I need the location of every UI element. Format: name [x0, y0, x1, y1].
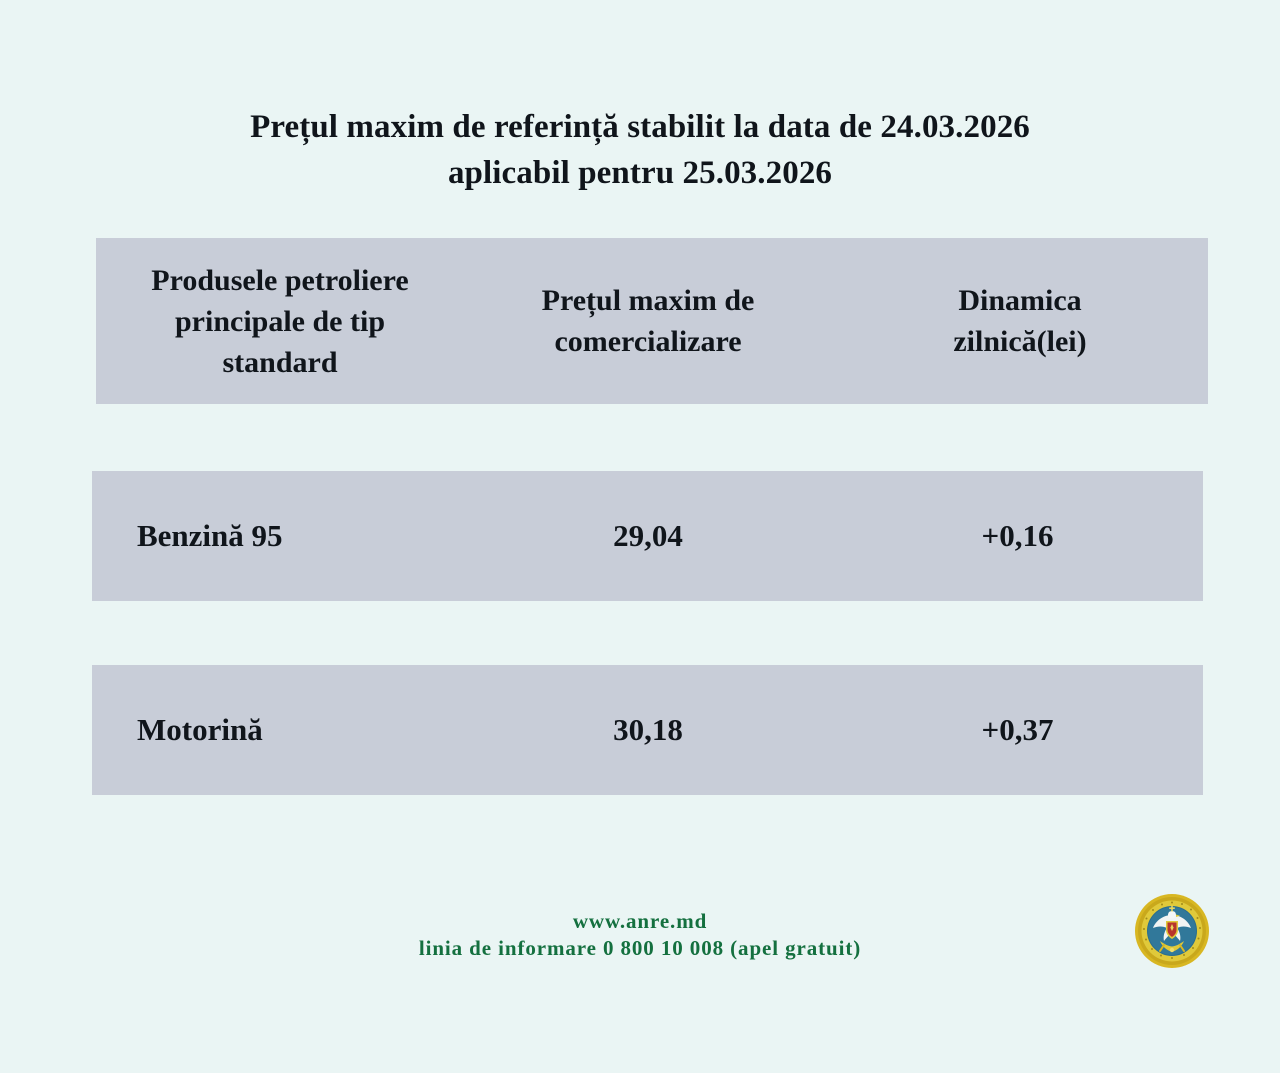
cell-price: 29,04 — [613, 518, 683, 553]
column-header-product-line-1: Produsele petroliere — [151, 263, 409, 297]
cell-dynamic: +0,16 — [981, 518, 1054, 553]
anre-emblem-icon — [1134, 893, 1210, 969]
cell-price: 30,18 — [613, 712, 683, 747]
table-row: Benzină 95 29,04 +0,16 — [92, 471, 1203, 601]
page-title: Prețul maxim de referință stabilit la da… — [0, 104, 1280, 196]
column-header-price: Prețul maxim de comercializare — [464, 280, 832, 362]
table-row: Motorină 30,18 +0,37 — [92, 665, 1203, 795]
column-header-dynamic-line-1: Dinamica — [958, 284, 1082, 317]
footer-infoline: linia de informare 0 800 10 008 (apel gr… — [418, 936, 862, 960]
cell-product: Benzină 95 — [137, 518, 283, 553]
table-header-row: Produsele petroliere principale de tip s… — [96, 238, 1208, 404]
cell-dynamic: +0,37 — [981, 712, 1054, 747]
column-header-price-line-1: Prețul maxim de — [541, 284, 755, 317]
column-header-product: Produsele petroliere principale de tip s… — [96, 260, 464, 383]
footer-website[interactable]: www.anre.md — [572, 909, 708, 933]
column-header-dynamic-line-2: zilnică(lei) — [953, 325, 1087, 358]
title-line-1: Prețul maxim de referință stabilit la da… — [250, 109, 1030, 145]
column-header-dynamic: Dinamica zilnică(lei) — [832, 280, 1208, 362]
title-line-2: aplicabil pentru 25.03.2026 — [447, 155, 833, 191]
column-header-product-line-2: principale de tip — [174, 304, 385, 338]
cell-product: Motorină — [137, 712, 263, 747]
column-header-product-line-3: standard — [222, 345, 338, 379]
column-header-price-line-2: comercializare — [554, 325, 742, 358]
footer: www.anre.md linia de informare 0 800 10 … — [0, 908, 1280, 962]
